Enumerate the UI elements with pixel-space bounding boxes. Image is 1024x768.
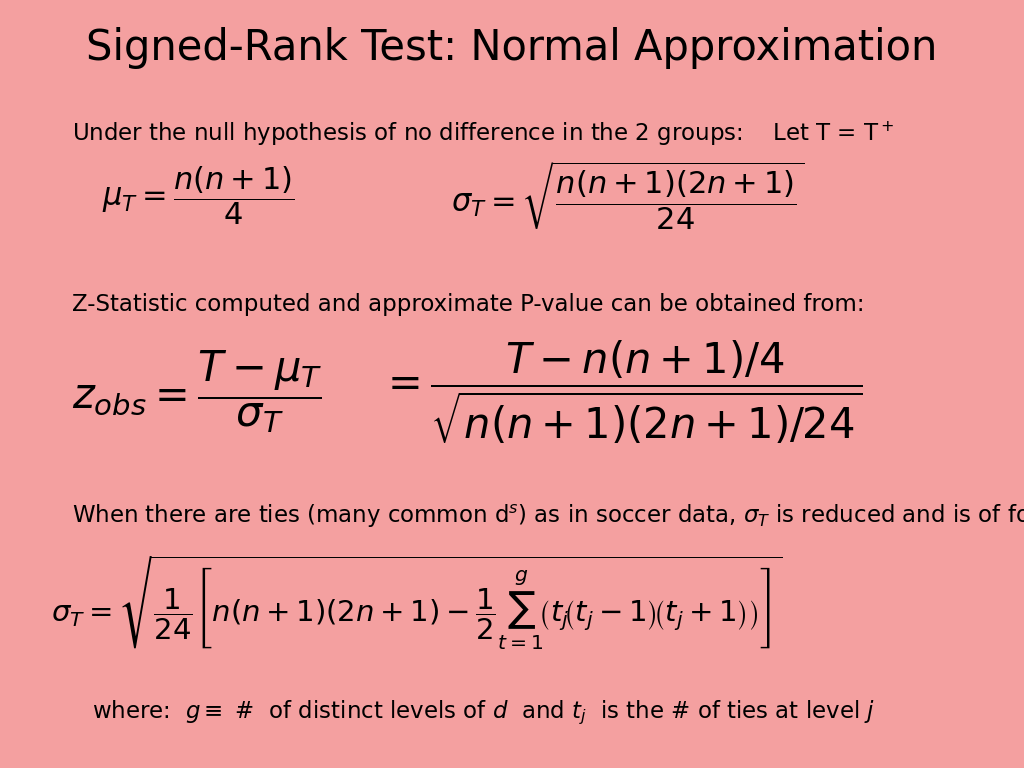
Text: Z-Statistic computed and approximate P-value can be obtained from:: Z-Statistic computed and approximate P-v… (72, 293, 864, 316)
Text: $\sigma_T = \sqrt{\dfrac{n(n+1)(2n+1)}{24}}$: $\sigma_T = \sqrt{\dfrac{n(n+1)(2n+1)}{2… (451, 160, 804, 232)
Text: $z_{obs} = \dfrac{T - \mu_T}{\sigma_T}$: $z_{obs} = \dfrac{T - \mu_T}{\sigma_T}$ (72, 348, 323, 435)
Text: Under the null hypothesis of no difference in the 2 groups:    Let T = T$^+$: Under the null hypothesis of no differen… (72, 119, 894, 147)
Text: where:  $g \equiv$ #  of distinct levels of $d$  and $t_j$  is the # of ties at : where: $g \equiv$ # of distinct levels o… (92, 699, 876, 727)
Text: $\mu_T = \dfrac{n(n+1)}{4}$: $\mu_T = \dfrac{n(n+1)}{4}$ (102, 164, 295, 227)
Text: Signed-Rank Test: Normal Approximation: Signed-Rank Test: Normal Approximation (86, 27, 938, 69)
Text: When there are ties (many common d$^s$) as in soccer data, $\sigma_T$ is reduced: When there are ties (many common d$^s$) … (72, 503, 1024, 530)
Text: $\sigma_T = \sqrt{\dfrac{1}{24}\left[ n(n+1)(2n+1) - \dfrac{1}{2}\sum_{t=1}^{g}\: $\sigma_T = \sqrt{\dfrac{1}{24}\left[ n(… (51, 554, 782, 652)
Text: $= \dfrac{T - n(n+1)/4}{\sqrt{n(n+1)(2n+1)/24}}$: $= \dfrac{T - n(n+1)/4}{\sqrt{n(n+1)(2n+… (379, 338, 862, 445)
